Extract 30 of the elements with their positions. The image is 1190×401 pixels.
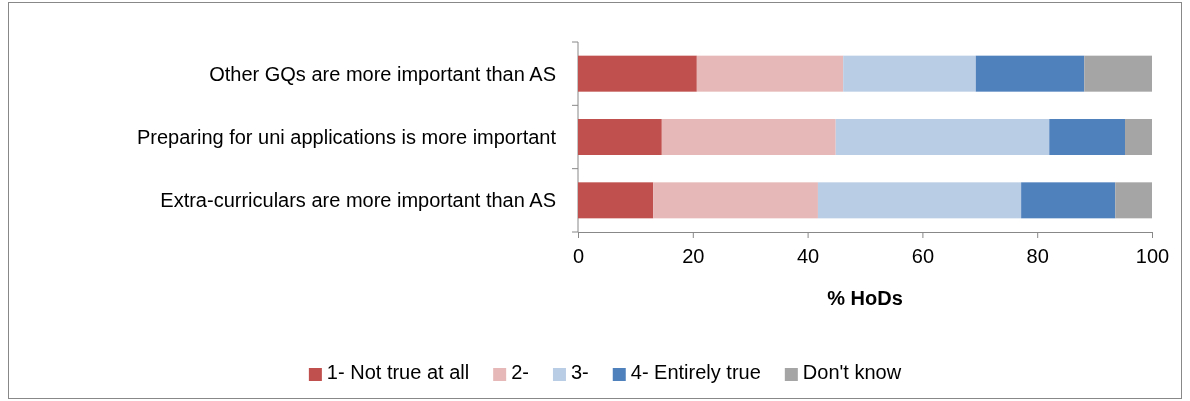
y-tick-label: Extra-curriculars are more important than AS xyxy=(160,189,556,212)
bar xyxy=(975,55,1085,92)
x-tick-label: 60 xyxy=(911,245,935,267)
bar xyxy=(661,119,836,155)
bar xyxy=(696,55,844,92)
y-tick-label: Other GQs are more important than AS xyxy=(209,62,556,85)
legend-label: 4- Entirely true xyxy=(630,361,761,383)
bar xyxy=(653,182,818,219)
legend-label: 1- Not true at all xyxy=(326,361,470,383)
bar xyxy=(578,182,654,219)
x-tick-label: 80 xyxy=(1026,245,1049,267)
bar xyxy=(1049,119,1126,155)
bar xyxy=(1125,119,1152,155)
x-tick-label: 100 xyxy=(1135,245,1170,267)
x-tick-label: 20 xyxy=(682,245,705,267)
bar xyxy=(843,55,976,92)
bar xyxy=(578,55,697,92)
bar xyxy=(817,182,1022,219)
bar xyxy=(835,119,1050,155)
x-tick-label: 0 xyxy=(572,245,585,267)
x-tick-label: 40 xyxy=(796,245,820,267)
bar xyxy=(578,119,662,155)
legend-label: Don't know xyxy=(802,361,902,383)
bar xyxy=(1084,55,1152,92)
legend-label: 3- xyxy=(570,361,589,383)
bar xyxy=(1115,182,1152,219)
legend-label: 2- xyxy=(511,361,529,383)
x-axis-title: % HoDs xyxy=(827,287,903,309)
y-tick-label: Preparing for uni applications is more important xyxy=(136,126,557,148)
bar xyxy=(1021,182,1116,219)
